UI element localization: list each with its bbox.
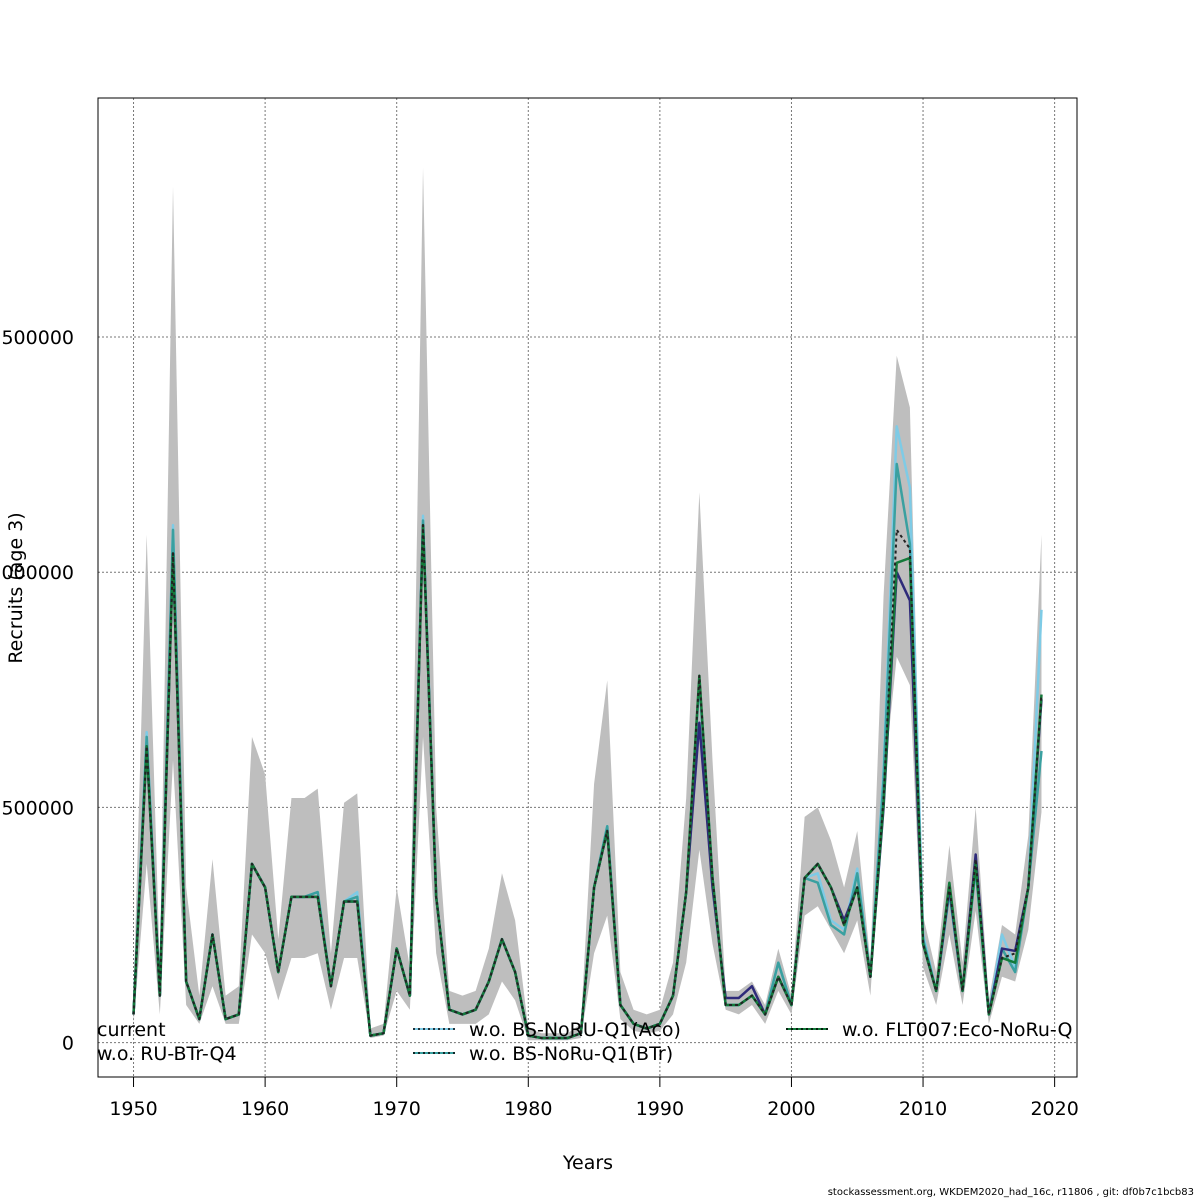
legend-label-1: w.o. RU-BTr-Q4: [97, 1043, 237, 1065]
confidence-band: [133, 167, 1042, 1041]
y-tick-label: 500000: [1, 797, 74, 819]
x-tick-label: 2010: [899, 1098, 947, 1120]
y-tick-label: 1000000: [0, 562, 74, 584]
footer-credit: stockassessment.org, WKDEM2020_had_16c, …: [827, 1187, 1194, 1198]
grid-lines: [98, 98, 1077, 1077]
x-tick-label: 1950: [109, 1098, 157, 1120]
series-layer: [132, 425, 1043, 1040]
legend-label-0: current: [97, 1019, 166, 1041]
series-line-0: [132, 524, 1043, 1039]
legend-label-2: w.o. BS-NoRU-Q1(Aco): [469, 1019, 681, 1041]
legend-label-4: w.o. FLT007:Eco-NoRu-Q: [842, 1019, 1072, 1041]
x-axis-label: Years: [562, 1152, 613, 1174]
legend-label-3: w.o. BS-NoRu-Q1(BTr): [469, 1043, 673, 1065]
y-axis: 0 500000 1000000 1500000: [0, 327, 74, 1055]
y-tick-label: 0: [62, 1033, 74, 1055]
x-tick-label: 2000: [767, 1098, 815, 1120]
y-tick-label: 1500000: [0, 327, 74, 349]
x-tick-label: 1980: [504, 1098, 552, 1120]
x-axis: 1950 1960 1970 1980 1990 2000 2010 2020: [109, 1076, 1079, 1120]
x-tick-label: 1970: [373, 1098, 421, 1120]
x-tick-label: 1990: [636, 1098, 684, 1120]
y-axis-label: Recruits (age 3): [5, 512, 27, 663]
x-tick-label: 2020: [1030, 1098, 1078, 1120]
confidence-band-layer: [133, 167, 1042, 1041]
x-tick-label: 1960: [241, 1098, 289, 1120]
